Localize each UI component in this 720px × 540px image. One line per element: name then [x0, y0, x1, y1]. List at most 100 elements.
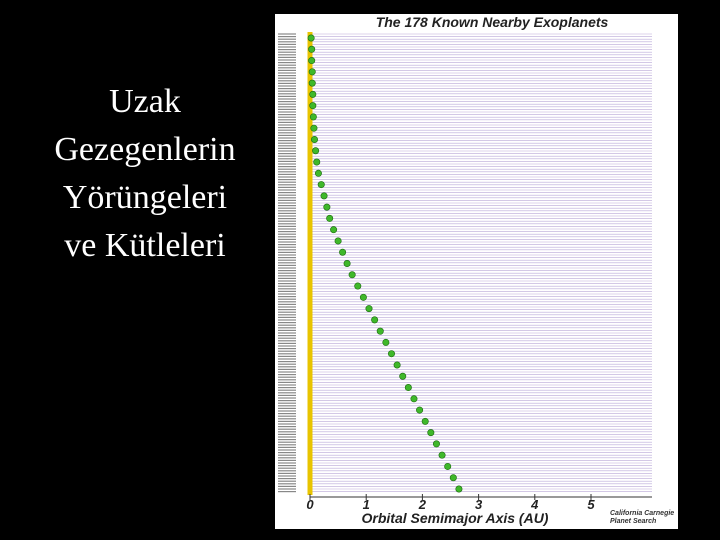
row-label — [278, 407, 296, 409]
row-label — [278, 259, 296, 261]
row-label — [278, 366, 296, 368]
row-label — [278, 379, 296, 381]
row-label — [278, 329, 296, 331]
planet — [416, 406, 424, 414]
row-label — [278, 116, 296, 118]
title-line: Yörüngeleri — [63, 179, 227, 216]
row-label — [278, 49, 296, 51]
row-label — [278, 426, 296, 428]
row-label — [278, 64, 296, 66]
row-label — [278, 431, 296, 433]
planet — [310, 135, 318, 143]
row-label — [278, 358, 296, 360]
planet — [455, 485, 463, 493]
row-label — [278, 449, 296, 451]
row-label — [278, 189, 296, 191]
title-line: Uzak — [109, 83, 181, 120]
planet — [309, 90, 317, 98]
row-label — [278, 108, 296, 110]
row-label — [278, 212, 296, 214]
row-label — [278, 298, 296, 300]
row-label — [278, 238, 296, 240]
planet — [309, 102, 317, 110]
row-label — [278, 98, 296, 100]
row-label — [278, 147, 296, 149]
row-label — [278, 251, 296, 253]
row-label — [278, 306, 296, 308]
row-label — [278, 288, 296, 290]
row-label — [278, 290, 296, 292]
x-tick-label: 3 — [475, 497, 483, 512]
planet — [313, 158, 321, 166]
row-label — [278, 368, 296, 370]
planet — [308, 68, 316, 76]
planet — [334, 237, 342, 245]
row-label — [278, 186, 296, 188]
row-label — [278, 350, 296, 352]
credit: California Carnegie — [610, 510, 674, 517]
planet — [365, 305, 373, 313]
row-label — [278, 132, 296, 134]
planet — [382, 338, 390, 346]
row-label — [278, 467, 296, 469]
row-label — [278, 301, 296, 303]
row-label — [278, 103, 296, 105]
row-label — [278, 75, 296, 77]
row-label — [278, 114, 296, 116]
row-label — [278, 33, 296, 35]
row-label — [278, 402, 296, 404]
row-label — [278, 457, 296, 459]
planet — [404, 384, 412, 392]
x-tick-label: 2 — [418, 497, 427, 512]
row-label — [278, 140, 296, 142]
row-label — [278, 363, 296, 365]
planet — [309, 113, 317, 121]
row-label — [278, 54, 296, 56]
row-label — [278, 439, 296, 441]
row-label — [278, 231, 296, 233]
row-label — [278, 392, 296, 394]
planet — [307, 34, 315, 42]
row-label — [278, 472, 296, 474]
chart-title: The 178 Known Nearby Exoplanets — [376, 14, 609, 30]
x-tick-label: 4 — [530, 497, 539, 512]
row-label — [278, 246, 296, 248]
row-label — [278, 415, 296, 417]
row-label — [278, 420, 296, 422]
row-label — [278, 400, 296, 402]
row-label — [278, 173, 296, 175]
row-label — [278, 202, 296, 204]
planet — [371, 316, 379, 324]
planet — [376, 327, 384, 335]
planet — [323, 203, 331, 211]
row-label — [278, 423, 296, 425]
row-label — [278, 205, 296, 207]
row-label — [278, 85, 296, 87]
row-label — [278, 210, 296, 212]
row-label — [278, 80, 296, 82]
row-label — [278, 270, 296, 272]
row-label — [278, 444, 296, 446]
row-label — [278, 36, 296, 38]
row-label — [278, 285, 296, 287]
row-label — [278, 433, 296, 435]
row-label — [278, 322, 296, 324]
row-label — [278, 314, 296, 316]
row-label — [278, 405, 296, 407]
row-label — [278, 95, 296, 97]
row-label — [278, 267, 296, 269]
row-label — [278, 384, 296, 386]
row-label — [278, 335, 296, 337]
x-tick-label: 5 — [587, 497, 595, 512]
planet — [399, 372, 407, 380]
row-label — [278, 254, 296, 256]
row-label — [278, 257, 296, 259]
planet — [326, 214, 334, 222]
row-label — [278, 452, 296, 454]
row-label — [278, 355, 296, 357]
row-label — [278, 413, 296, 415]
chart: The 178 Known Nearby Exoplanets 0 1 2 3 4 5 Orb… — [278, 14, 674, 526]
title-line: ve Kütleleri — [64, 227, 225, 264]
x-axis-label: Orbital Semimajor Axis (AU) — [362, 510, 549, 526]
